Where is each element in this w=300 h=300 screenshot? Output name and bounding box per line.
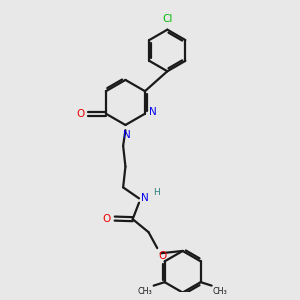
Text: O: O bbox=[159, 251, 167, 261]
Text: N: N bbox=[123, 130, 131, 140]
Text: N: N bbox=[141, 193, 149, 203]
Text: H: H bbox=[154, 188, 160, 197]
Text: O: O bbox=[103, 214, 111, 224]
Text: CH₃: CH₃ bbox=[213, 287, 227, 296]
Text: CH₃: CH₃ bbox=[138, 287, 152, 296]
Text: Cl: Cl bbox=[163, 14, 173, 24]
Text: N: N bbox=[149, 107, 157, 117]
Text: O: O bbox=[76, 109, 84, 119]
